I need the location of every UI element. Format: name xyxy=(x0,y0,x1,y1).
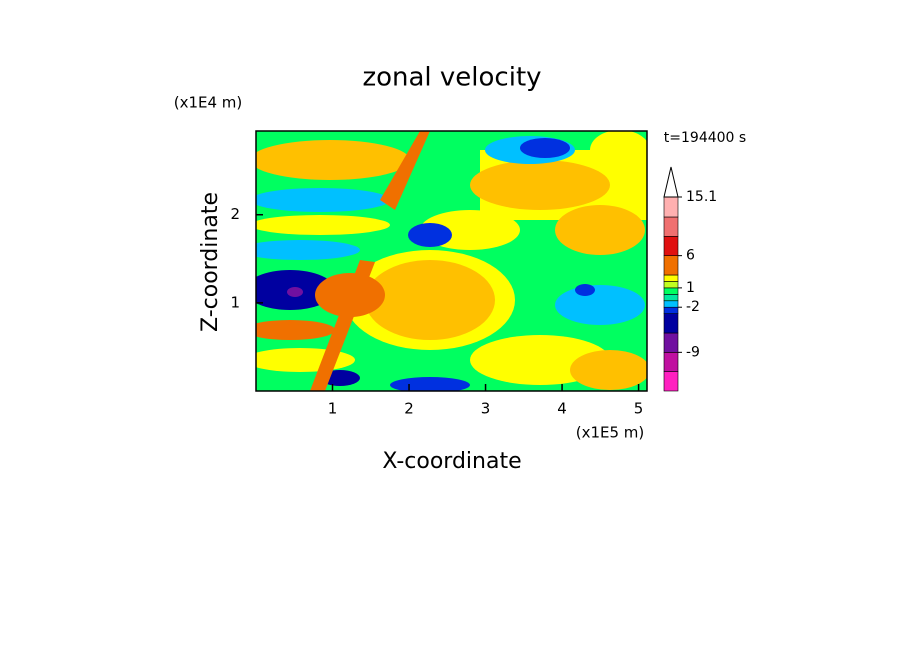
colorbar-box xyxy=(663,294,679,302)
y-tick-label: 1 xyxy=(230,293,240,311)
colorbar-tick-label: 6 xyxy=(686,248,695,264)
x-tick-label: 3 xyxy=(481,400,491,418)
x-tick-label: 4 xyxy=(557,400,567,418)
x-tick-label: 2 xyxy=(404,400,414,418)
contour-region xyxy=(365,260,495,340)
contour-region xyxy=(520,138,570,158)
contour-region xyxy=(470,160,610,210)
contour-region xyxy=(570,350,647,390)
y-unit-label: (x1E4 m) xyxy=(174,94,243,112)
contour-region xyxy=(256,188,390,212)
y-tick-label: 2 xyxy=(230,205,240,223)
colorbar-tick-label: -2 xyxy=(686,299,700,315)
colorbar-box xyxy=(663,352,679,372)
contour-region xyxy=(256,215,390,235)
colorbar-box xyxy=(663,216,679,237)
contour-region xyxy=(310,260,375,391)
colorbar-box xyxy=(663,236,679,256)
colorbar-tick-label: 15.1 xyxy=(686,189,717,205)
colorbar-box xyxy=(663,371,679,392)
annotation: t=194400 s xyxy=(664,130,746,146)
colorbar-tick-label: -9 xyxy=(686,344,700,360)
contour-region xyxy=(390,377,470,391)
colorbar-box xyxy=(663,255,679,276)
contour-field xyxy=(256,131,647,391)
colorbar-box xyxy=(663,306,679,314)
contour-region xyxy=(380,131,430,210)
x-axis-label: X-coordinate xyxy=(382,449,521,474)
y-axis-label: Z-coordinate xyxy=(198,192,223,332)
colorbar-box xyxy=(663,313,679,334)
colorbar-box xyxy=(663,300,679,308)
colorbar-box xyxy=(663,281,679,289)
contour-region xyxy=(256,320,335,340)
contour-region xyxy=(555,205,645,255)
x-tick-label: 5 xyxy=(634,400,644,418)
chart-title: zonal velocity xyxy=(362,63,541,93)
contour-region xyxy=(408,223,452,247)
colorbar-box xyxy=(663,332,679,353)
contour-region xyxy=(256,240,360,260)
colorbar-extension xyxy=(663,166,679,198)
contour-region xyxy=(256,140,410,180)
contour-region xyxy=(287,287,303,297)
colorbar-box xyxy=(663,196,679,218)
contour-region xyxy=(575,284,595,296)
contour-region xyxy=(590,131,647,170)
colorbar-box xyxy=(663,287,679,295)
plot-frame xyxy=(255,130,648,392)
contour-region xyxy=(555,285,645,325)
colorbar-tick-label: 1 xyxy=(686,280,695,296)
colorbar-box xyxy=(663,274,679,282)
x-unit-label: (x1E5 m) xyxy=(576,424,645,442)
x-tick-label: 1 xyxy=(328,400,338,418)
